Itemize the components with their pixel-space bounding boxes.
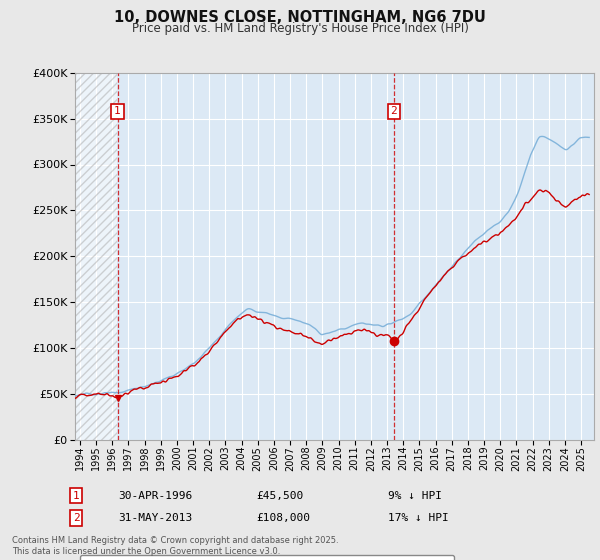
Text: 2: 2: [73, 513, 80, 523]
Text: 1: 1: [73, 491, 80, 501]
Text: 2: 2: [391, 106, 397, 116]
Text: 1: 1: [114, 106, 121, 116]
Text: 31-MAY-2013: 31-MAY-2013: [118, 513, 193, 523]
Text: Contains HM Land Registry data © Crown copyright and database right 2025.
This d: Contains HM Land Registry data © Crown c…: [12, 536, 338, 556]
Text: £45,500: £45,500: [256, 491, 304, 501]
Text: 10, DOWNES CLOSE, NOTTINGHAM, NG6 7DU: 10, DOWNES CLOSE, NOTTINGHAM, NG6 7DU: [114, 10, 486, 25]
Text: £108,000: £108,000: [256, 513, 310, 523]
Text: 30-APR-1996: 30-APR-1996: [118, 491, 193, 501]
Text: Price paid vs. HM Land Registry's House Price Index (HPI): Price paid vs. HM Land Registry's House …: [131, 22, 469, 35]
Text: 17% ↓ HPI: 17% ↓ HPI: [388, 513, 449, 523]
Legend: 10, DOWNES CLOSE, NOTTINGHAM, NG6 7DU (detached house), HPI: Average price, deta: 10, DOWNES CLOSE, NOTTINGHAM, NG6 7DU (d…: [80, 555, 454, 560]
Text: 9% ↓ HPI: 9% ↓ HPI: [388, 491, 442, 501]
